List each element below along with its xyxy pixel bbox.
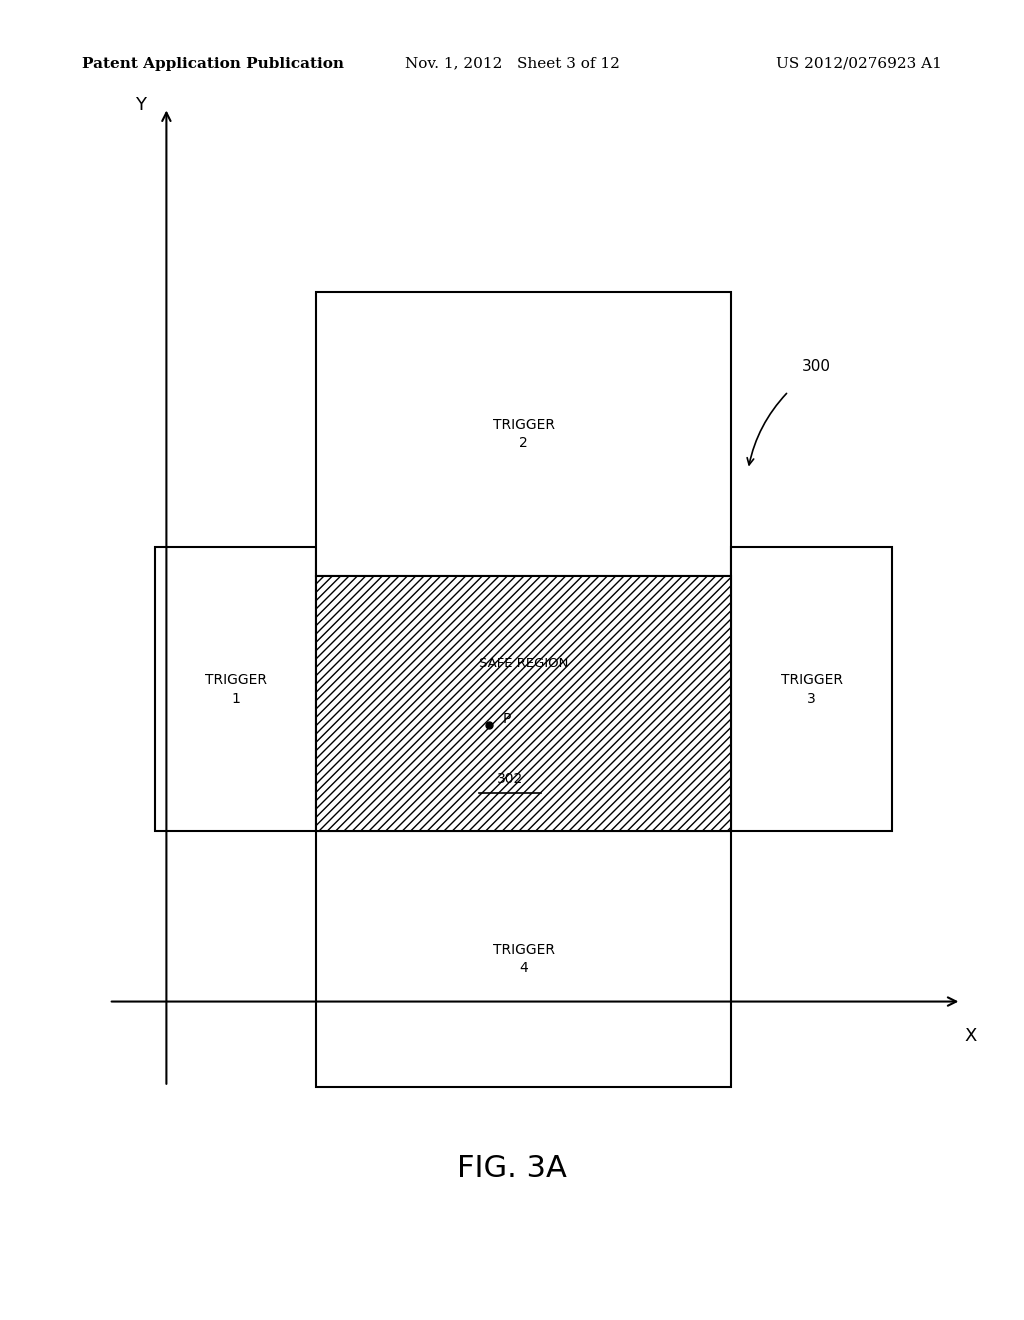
Text: TRIGGER
3: TRIGGER 3 [780, 673, 843, 706]
Text: FIG. 3A: FIG. 3A [457, 1154, 567, 1183]
Text: P: P [503, 713, 511, 726]
Bar [316, 292, 731, 576]
Text: X: X [965, 1027, 977, 1045]
Text: TRIGGER
4: TRIGGER 4 [493, 942, 555, 975]
Bar [731, 548, 892, 832]
Bar [316, 832, 731, 1086]
Text: TRIGGER
2: TRIGGER 2 [493, 417, 555, 450]
Bar [316, 576, 731, 832]
Text: Y: Y [135, 96, 145, 114]
Text: 300: 300 [803, 359, 831, 375]
Text: Nov. 1, 2012   Sheet 3 of 12: Nov. 1, 2012 Sheet 3 of 12 [404, 57, 620, 71]
Bar [155, 548, 316, 832]
Text: 302: 302 [497, 772, 523, 785]
Text: TRIGGER
1: TRIGGER 1 [205, 673, 266, 706]
Text: US 2012/0276923 A1: US 2012/0276923 A1 [776, 57, 942, 71]
Text: Patent Application Publication: Patent Application Publication [82, 57, 344, 71]
Text: SAFE REGION: SAFE REGION [479, 657, 568, 671]
